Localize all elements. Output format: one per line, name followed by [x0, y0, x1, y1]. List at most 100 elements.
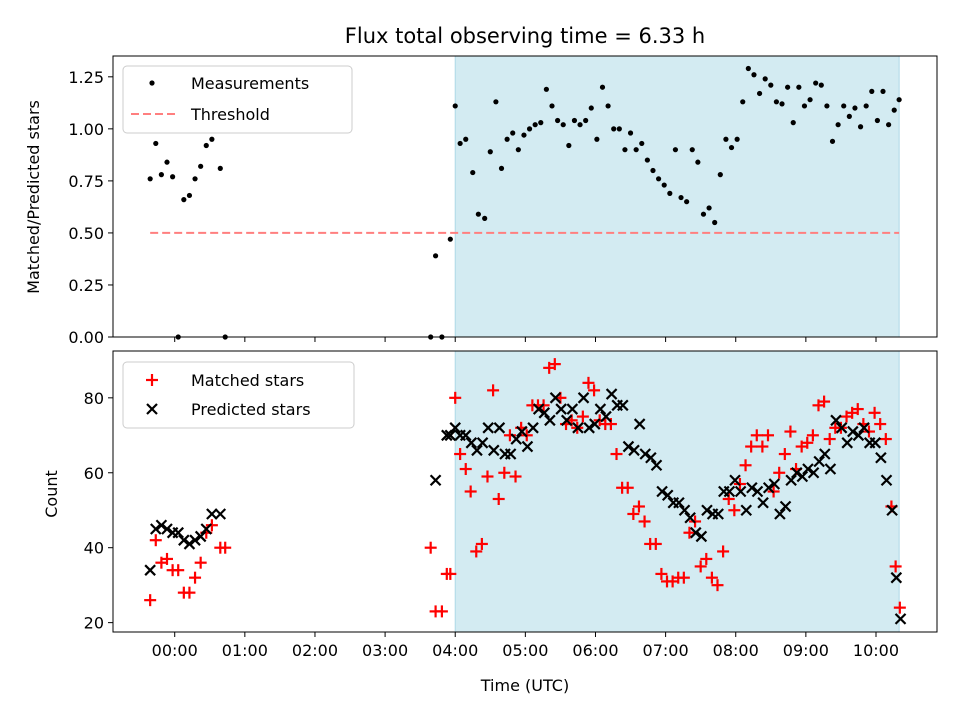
measurement-point: [768, 82, 774, 88]
matched-star-point: [424, 541, 437, 554]
top-x-ticks: [174, 337, 877, 342]
measurement-point: [886, 122, 892, 128]
predicted-star-point: [695, 530, 708, 543]
matched-star-point: [756, 440, 769, 453]
measurement-point: [217, 165, 223, 171]
x-tick-label: 04:00: [432, 641, 478, 660]
matched-star-point: [632, 500, 645, 513]
predicted-star-point: [751, 485, 764, 498]
predicted-star-point: [807, 466, 820, 479]
predicted-star-point: [661, 489, 674, 502]
predicted-star-point: [444, 429, 457, 442]
top-legend: Measurements Threshold: [122, 65, 353, 134]
measurement-point: [470, 169, 476, 176]
predicted-star-point: [549, 392, 562, 404]
predicted-star-point: [429, 474, 442, 487]
predicted-star-point: [678, 504, 691, 517]
predicted-star-point: [583, 422, 595, 434]
predicted-star-point: [774, 508, 786, 520]
predicted-star-point: [628, 444, 640, 457]
y-tick-label: 1.25: [68, 68, 104, 87]
top-y-ticks: 0.00 0.25 0.50 0.75 1.00 1.25: [68, 68, 113, 347]
x-tick-label: 06:00: [572, 641, 618, 660]
predicted-star-point: [194, 530, 207, 543]
predicted-star-point: [459, 429, 472, 442]
matched-star-point: [189, 571, 202, 584]
matched-star-point: [700, 552, 713, 565]
matched-star-point: [801, 436, 814, 449]
measurement-point: [695, 159, 701, 165]
measurement-point: [672, 147, 679, 153]
predicted-star-point: [144, 564, 156, 576]
top-panel: 0.00 0.25 0.50 0.75 1.00 1.25 Matched/Predict…: [24, 55, 938, 347]
measurement-point: [475, 211, 481, 217]
x-tick-label: 08:00: [713, 641, 759, 660]
bottom-marks: [144, 358, 907, 625]
top-observing-band: [454, 55, 900, 338]
matched-star-point: [454, 448, 467, 461]
predicted-star-point: [785, 474, 797, 487]
matched-star-point: [705, 571, 718, 584]
bottom-legend: Matched stars Predicted stars: [122, 361, 355, 429]
x-tick-label: 02:00: [292, 641, 338, 660]
measurement-point: [452, 103, 458, 109]
matched-star-point: [149, 534, 162, 547]
predicted-star-point: [214, 508, 227, 520]
matched-star-point: [649, 537, 662, 550]
y-tick-label: 40: [84, 539, 104, 558]
x-axis-label: Time (UTC): [480, 676, 569, 695]
measurement-point: [463, 136, 469, 142]
measurement-point: [785, 84, 791, 90]
matched-star-point: [745, 440, 758, 453]
predicted-star-point: [161, 523, 173, 535]
predicted-star-point: [886, 504, 898, 517]
predicted-star-point: [555, 403, 567, 415]
top-legend-box: [122, 65, 353, 134]
matched-star-point: [610, 448, 623, 461]
legend-measurements-marker: [149, 80, 155, 86]
predicted-star-point: [510, 433, 523, 445]
predicted-star-point: [622, 440, 635, 453]
measurement-point: [571, 117, 578, 124]
measurement-point: [762, 76, 768, 82]
measurement-point: [650, 167, 656, 174]
predicted-star-point: [790, 466, 803, 479]
matched-star-point: [464, 485, 477, 498]
measurement-point: [457, 140, 463, 147]
measurement-point: [153, 140, 159, 147]
measurement-point: [717, 172, 723, 178]
measurement-point: [807, 97, 813, 103]
measurement-point: [203, 142, 209, 149]
measurement-point: [706, 205, 712, 211]
measurement-point: [158, 172, 164, 178]
measurement-point: [813, 80, 819, 86]
chart-title: Flux total observing time = 6.33 h: [345, 24, 705, 48]
matched-star-point: [773, 466, 786, 479]
matched-star-point: [183, 586, 196, 599]
measurement-point: [549, 103, 555, 109]
y-tick-label: 0.00: [68, 328, 104, 347]
measurement-point: [164, 159, 170, 165]
measurement-point: [751, 72, 757, 78]
bottom-y-ticks: 20 40 60 80: [84, 389, 113, 633]
predicted-star-point: [493, 422, 506, 434]
measurement-point: [588, 105, 594, 111]
predicted-star-point: [150, 523, 162, 535]
matched-star-point: [694, 560, 707, 573]
predicted-star-point: [656, 485, 668, 498]
measurement-point: [829, 138, 836, 144]
predicted-star-point: [734, 485, 747, 498]
predicted-star-point: [723, 485, 736, 498]
predicted-star-point: [488, 444, 500, 457]
y-tick-label: 0.50: [68, 224, 104, 243]
measurement-point: [616, 126, 622, 132]
predicted-star-point: [841, 437, 854, 449]
predicted-star-point: [689, 526, 702, 539]
matched-star-point: [868, 406, 881, 419]
matched-star-point: [750, 429, 763, 442]
measurement-point: [846, 113, 852, 119]
measurement-point: [611, 126, 617, 132]
measurement-point: [667, 190, 673, 196]
measurement-point: [627, 130, 634, 136]
